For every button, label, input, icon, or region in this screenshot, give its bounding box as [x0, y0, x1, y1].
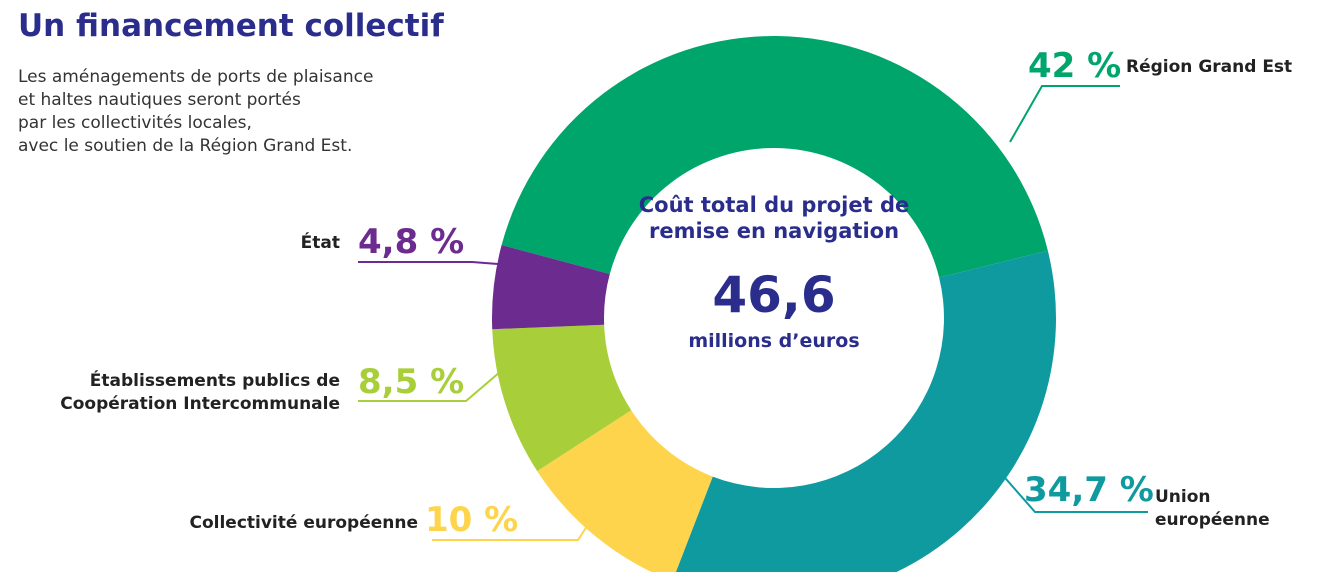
category-label: Région Grand Est: [1126, 57, 1293, 77]
leader-line: [984, 454, 1148, 513]
subtitle: Les aménagements de ports de plaisance et…: [18, 66, 373, 158]
center-heading: Coût total du projet de remise en naviga…: [638, 193, 910, 243]
leader-line: [358, 261, 499, 265]
leader-line: [358, 371, 501, 402]
center-value: 46,6: [712, 266, 836, 324]
subtitle-line: Les aménagements de ports de plaisance: [18, 67, 374, 87]
subtitle-line: avec le soutien de la Région Grand Est.: [18, 136, 353, 156]
value-label: 10 %: [425, 500, 519, 540]
leader-line: [1009, 85, 1120, 143]
value-label: 34,7 %: [1024, 470, 1154, 510]
donut-slice: [675, 250, 1056, 572]
value-label: 8,5 %: [358, 362, 465, 402]
subtitle-line: par les collectivités locales,: [18, 113, 252, 133]
donut-slice: [492, 324, 632, 472]
donut-slice: [492, 245, 610, 330]
category-label: Union européenne: [1155, 487, 1270, 530]
center-unit: millions d’euros: [688, 330, 860, 352]
title: Un financement collectif: [18, 8, 444, 44]
value-label: 42 %: [1028, 46, 1122, 86]
leader-line: [432, 499, 605, 541]
category-label: État: [300, 233, 340, 253]
category-label: Collectivité européenne: [189, 513, 418, 533]
donut-slice: [537, 410, 713, 572]
category-label: Établissements publics de Coopération In…: [60, 371, 340, 414]
center-text: Coût total du projet de remise en naviga…: [634, 192, 914, 352]
donut-slice: [501, 36, 1048, 278]
value-label: 4,8 %: [358, 222, 465, 262]
subtitle-line: et haltes nautiques seront portés: [18, 90, 301, 110]
